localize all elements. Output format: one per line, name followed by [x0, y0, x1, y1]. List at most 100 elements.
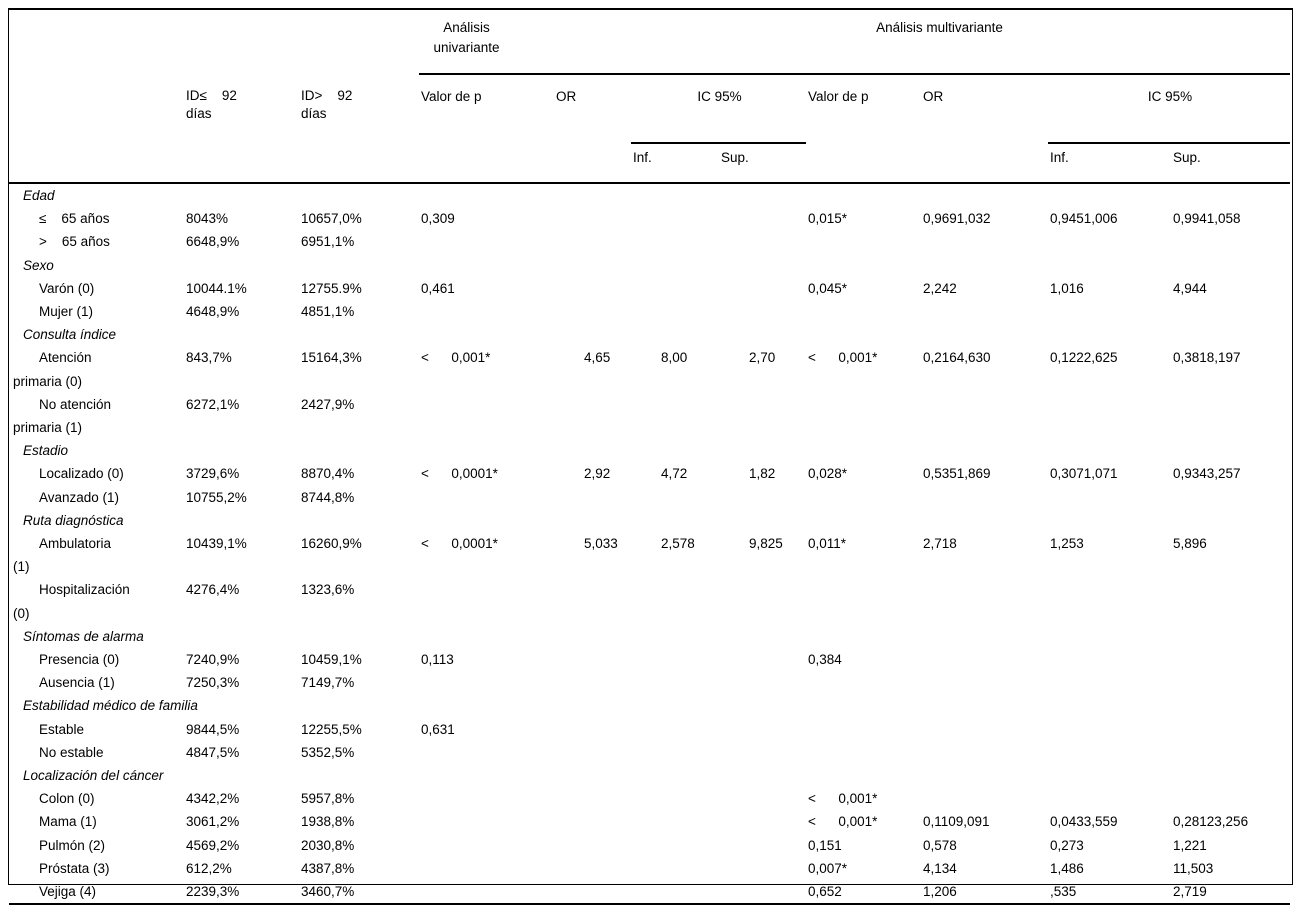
- cell-or-univariate: [554, 810, 631, 833]
- cell-id-le: 2239,3%: [186, 884, 240, 900]
- table-row: Hospitalización (0) 4276,4% 1323,6%: [9, 578, 1290, 624]
- cell-sup-univariate: [719, 207, 806, 230]
- cell-sup-multivariate: 1,221: [1173, 837, 1207, 853]
- cell-or-univariate: [554, 300, 631, 323]
- results-table-frame: Análisis univariante Análisis multivaria…: [8, 8, 1293, 905]
- cell-id-gt: 2030,8%: [301, 837, 355, 853]
- cell-sup-multivariate: [1171, 486, 1290, 509]
- cell-id-le: 3061,2%: [186, 814, 240, 830]
- cell-inf-multivariate: [1048, 787, 1171, 810]
- cell-or-univariate: 2,92: [584, 466, 611, 482]
- group-row: Edad: [9, 183, 1290, 207]
- cell-id-gt: 8870,4%: [301, 466, 355, 482]
- cell-inf-univariate: [631, 578, 719, 624]
- cell-sup-multivariate: [1171, 648, 1290, 671]
- cell-or-multivariate: [921, 230, 1048, 253]
- cell-id-le: 9844,5%: [186, 721, 240, 737]
- cell-sup-univariate: [719, 393, 806, 439]
- cell-p-univariate: < 0,0001*: [421, 466, 498, 482]
- cell-sup-univariate: 9,825: [749, 536, 783, 552]
- cell-p-multivariate: 0,007*: [808, 860, 848, 876]
- cell-inf-univariate: [631, 857, 719, 880]
- group-label: Estabilidad médico de familia: [23, 698, 198, 714]
- cell-inf-univariate: [631, 230, 719, 253]
- cell-or-multivariate: [921, 787, 1048, 810]
- group-label: Edad: [23, 188, 55, 203]
- cell-inf-multivariate: [1048, 486, 1171, 509]
- cell-p-univariate: [419, 834, 554, 857]
- cell-sup-univariate: [719, 578, 806, 624]
- cell-or-multivariate: [921, 648, 1048, 671]
- cell-inf-multivariate: [1048, 230, 1171, 253]
- cell-id-le: 4648,9%: [186, 304, 240, 320]
- cell-p-univariate: [419, 810, 554, 833]
- cell-sup-univariate: [719, 857, 806, 880]
- row-label: Estable: [39, 721, 85, 737]
- cell-inf-univariate: [631, 300, 719, 323]
- cell-id-gt: 4851,1%: [301, 304, 355, 320]
- table-row: Mama (1) 3061,2% 1938,8% < 0,001* 0,1109,091…: [9, 810, 1290, 833]
- cell-sup-univariate: 2,70: [749, 350, 776, 366]
- row-label: Pulmón (2): [39, 837, 106, 853]
- cell-sup-multivariate: [1171, 671, 1290, 694]
- row-label: Mama (1): [39, 814, 97, 830]
- cell-id-le: 6648,9%: [186, 234, 240, 250]
- cell-id-le: 8043%: [186, 211, 229, 227]
- group-row: Consulta índice: [9, 323, 1290, 346]
- cell-p-multivariate: 0,151: [808, 837, 842, 853]
- group-row: Estadio: [9, 439, 1290, 462]
- table-row: No atención primaria (1) 6272,1% 2427,9%: [9, 393, 1290, 439]
- group-label: Sexo: [23, 257, 54, 273]
- table-header: Análisis univariante Análisis multivaria…: [9, 10, 1290, 184]
- cell-p-multivariate: < 0,001*: [808, 814, 878, 830]
- cell-p-multivariate: [806, 393, 921, 439]
- cell-or-univariate: 4,65: [584, 350, 611, 366]
- cell-id-gt: 1323,6%: [301, 582, 355, 598]
- row-label: No atención primaria (1): [13, 396, 112, 436]
- cell-sup-multivariate: [1171, 230, 1290, 253]
- cell-p-univariate: [419, 787, 554, 810]
- table-row: Estable 9844,5% 12255,5% 0,631: [9, 718, 1290, 741]
- cell-or-univariate: [554, 486, 631, 509]
- cell-p-univariate: 0,309: [421, 211, 455, 227]
- cell-inf-univariate: [631, 810, 719, 833]
- cell-or-multivariate: 4,134: [923, 860, 957, 876]
- table-row: Mujer (1) 4648,9% 4851,1%: [9, 300, 1290, 323]
- header-p-multivariate: Valor de p: [808, 89, 869, 104]
- cell-inf-multivariate: 0,273: [1050, 837, 1084, 853]
- cell-p-univariate: [419, 880, 554, 904]
- cell-or-univariate: [554, 857, 631, 880]
- cell-inf-univariate: [631, 880, 719, 904]
- table-row: Varón (0) 10044.1% 12755.9% 0,461 0,045* 2,24…: [9, 277, 1290, 300]
- header-sup-univariate: Sup.: [719, 143, 806, 184]
- cell-inf-multivariate: 1,016: [1050, 280, 1084, 296]
- table-row: Presencia (0) 7240,9% 10459,1% 0,113 0,384: [9, 648, 1290, 671]
- header-row-inf-sup: Inf. Sup. Inf. Sup.: [9, 143, 1290, 184]
- cell-inf-multivariate: 0,9451,006: [1050, 211, 1118, 227]
- row-label: No estable: [39, 744, 104, 760]
- group-label: Estadio: [23, 443, 69, 459]
- cell-sup-multivariate: 2,719: [1173, 884, 1207, 900]
- group-row: Sexo: [9, 254, 1290, 277]
- cell-or-univariate: [554, 671, 631, 694]
- row-label: Próstata (3): [39, 860, 110, 876]
- cell-sup-univariate: [719, 741, 806, 764]
- header-inf-multivariate: Inf.: [1048, 143, 1171, 184]
- cell-p-multivariate: [806, 230, 921, 253]
- cell-sup-multivariate: [1171, 393, 1290, 439]
- cell-or-multivariate: [921, 486, 1048, 509]
- cell-p-multivariate: [806, 718, 921, 741]
- cell-p-univariate: [419, 578, 554, 624]
- cell-sup-univariate: [719, 718, 806, 741]
- table-row: Colon (0) 4342,2% 5957,8% < 0,001*: [9, 787, 1290, 810]
- cell-or-univariate: [554, 787, 631, 810]
- cell-id-le: 6272,1%: [186, 396, 240, 412]
- cell-sup-multivariate: [1171, 578, 1290, 624]
- cell-or-multivariate: 2,718: [923, 536, 957, 552]
- cell-id-gt: 5352,5%: [301, 744, 355, 760]
- cell-id-le: 10755,2%: [186, 489, 247, 505]
- cell-id-le: 3729,6%: [186, 466, 240, 482]
- cell-id-gt: 6951,1%: [301, 234, 355, 250]
- cell-p-multivariate: 0,384: [808, 652, 842, 668]
- cell-p-univariate: [419, 486, 554, 509]
